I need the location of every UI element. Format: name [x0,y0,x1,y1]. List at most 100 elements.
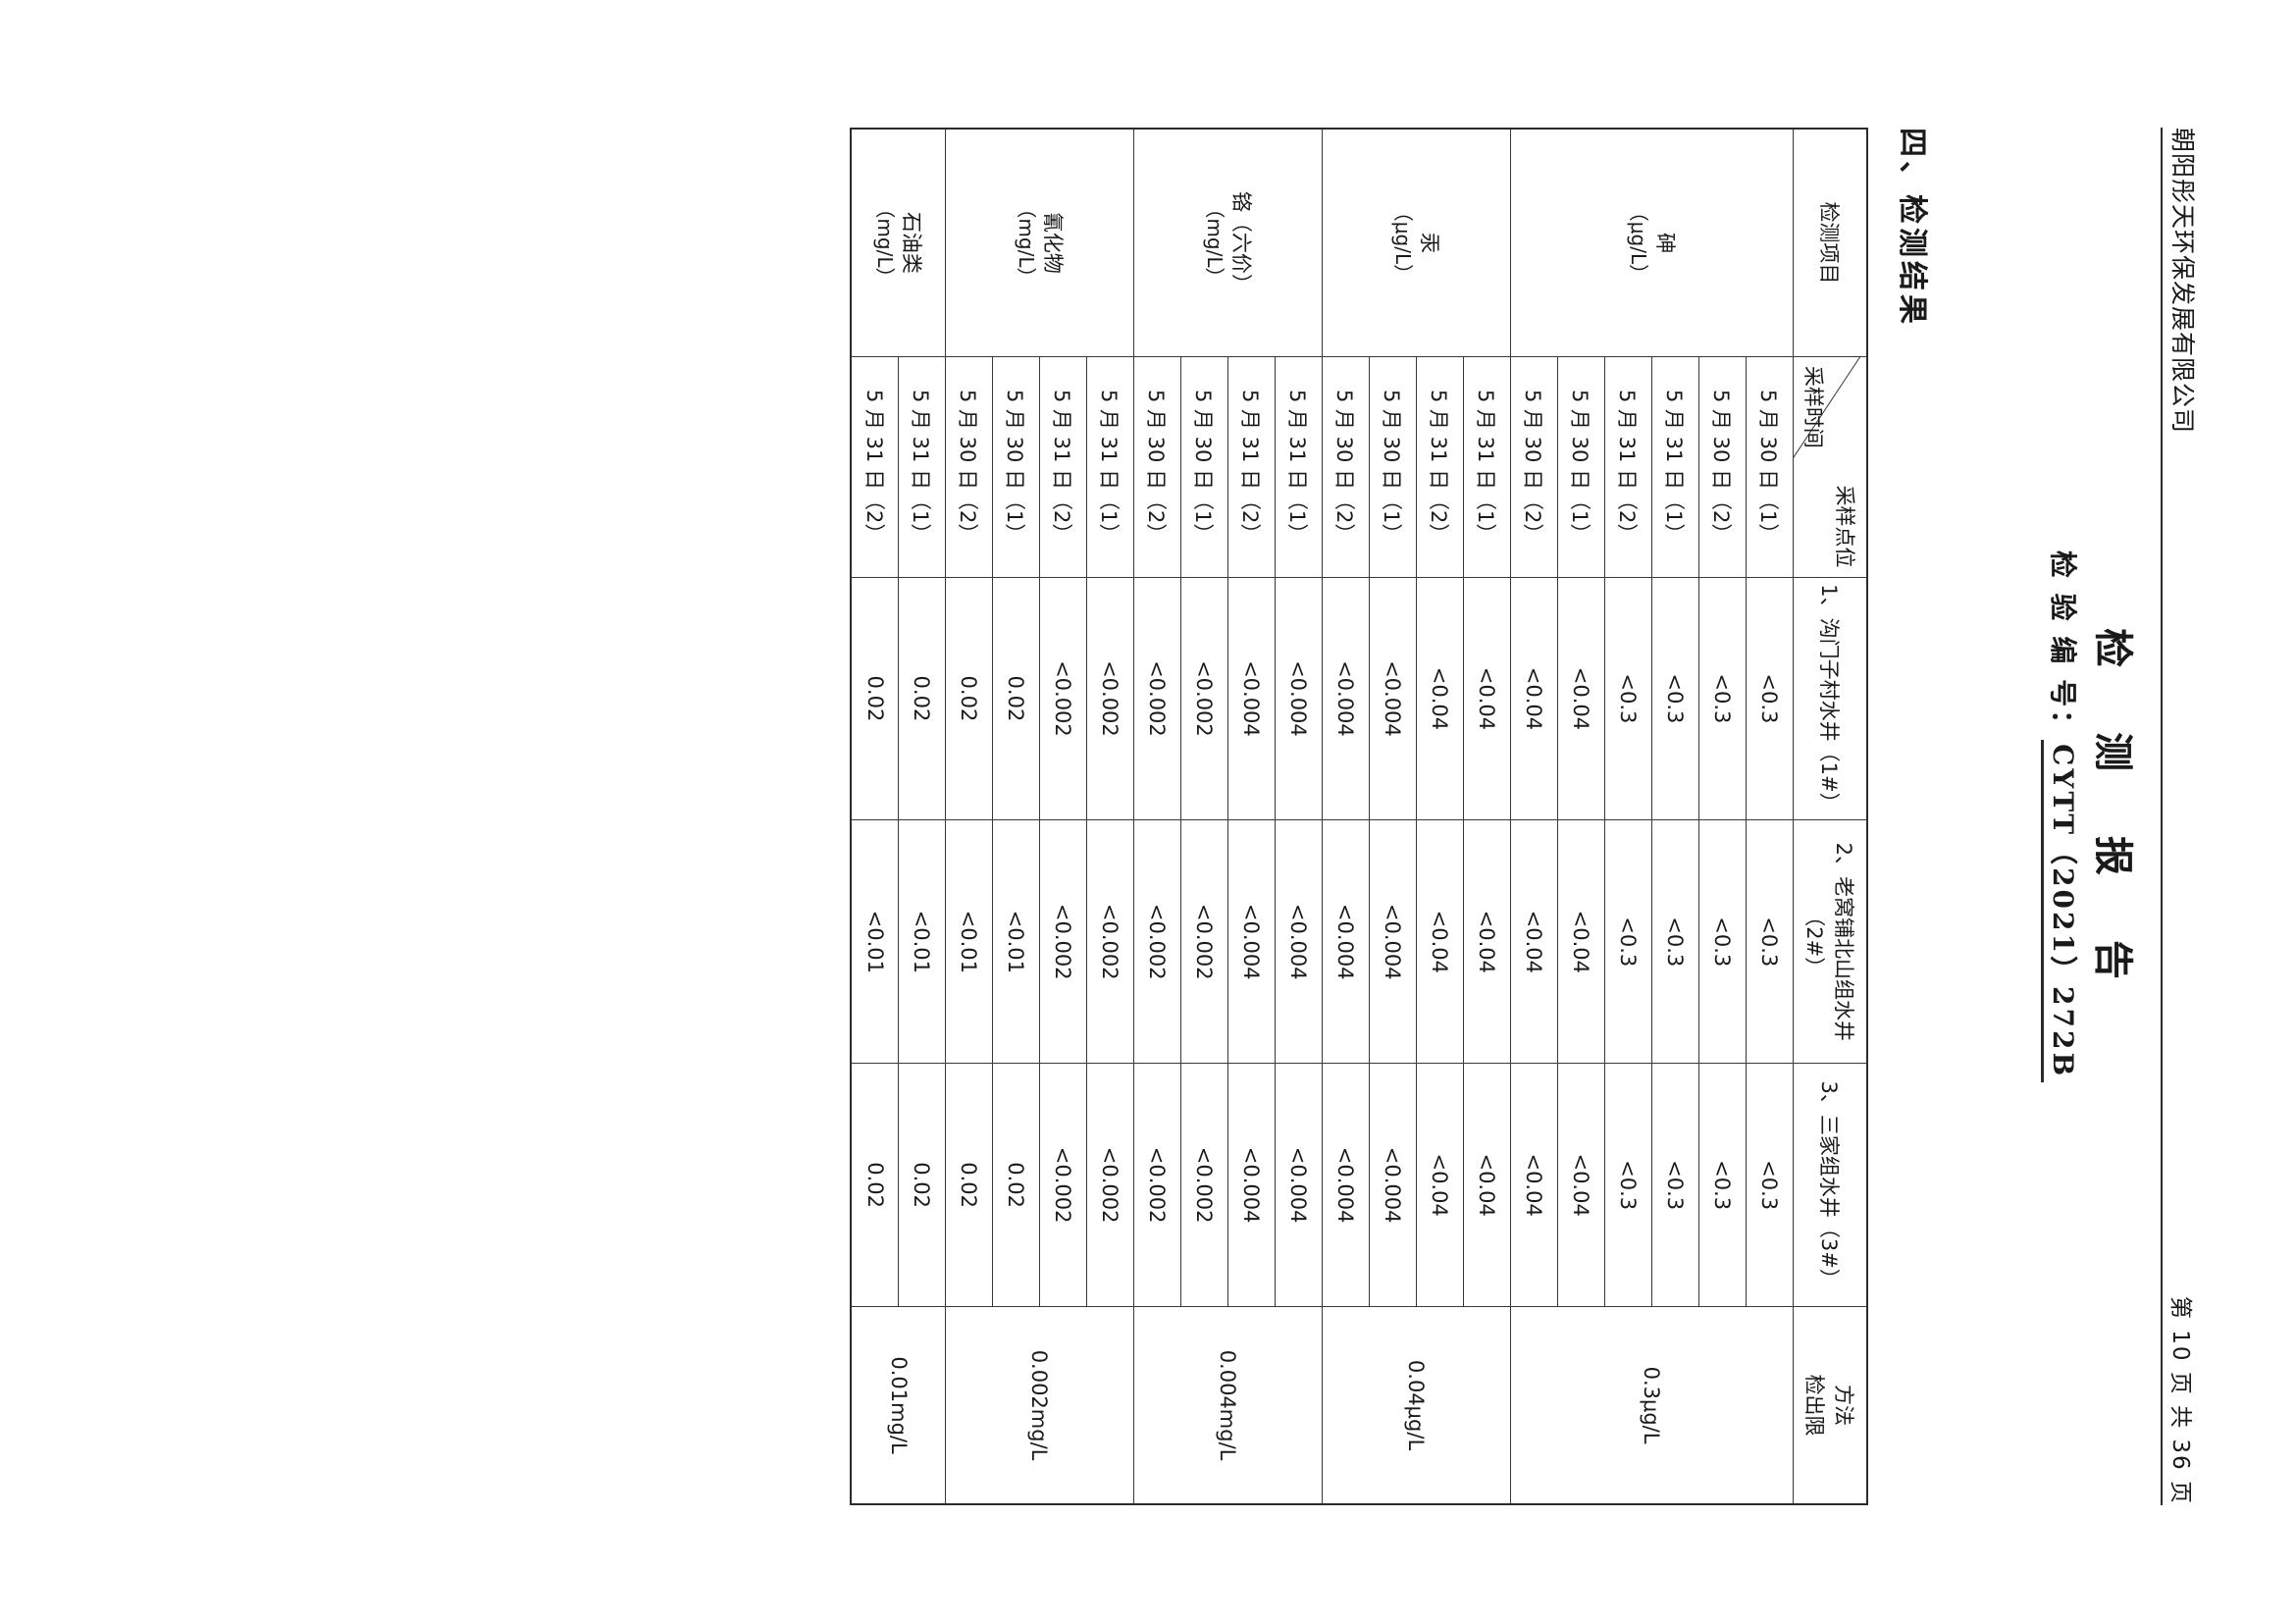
cell-value-point-3: <0.3 [1698,1063,1747,1307]
cell-sampling-time: 5 月 31 日（2） [1604,356,1652,577]
cell-sampling-time: 5 月 30 日（2） [1322,356,1370,577]
test-item-name: 铬（六价） [1229,190,1254,294]
cell-value-point-2: <0.04 [1416,819,1464,1064]
cell-value-point-2: <0.3 [1698,819,1747,1064]
detection-limit-label-line2: 检出限 [1802,1374,1826,1437]
cell-sampling-time: 5 月 31 日（2） [1039,356,1087,577]
cell-value-point-3: <0.04 [1510,1063,1558,1307]
detection-limit-label-line1: 方法 [1832,1385,1855,1427]
test-item-name: 石油类 [900,211,924,274]
results-table-body: 砷（μg/L） 5 月 30 日（1） <0.3 <0.3 <0.3 0.3μg/L 5 月… [851,129,1794,1504]
cell-value-point-3: <0.004 [1275,1063,1323,1307]
test-item-unit: （mg/L） [873,198,898,288]
results-table: 检测项目 采样点位 采样时间 1、沟门子村水井（1#） 2、老窝铺北山组水井（2… [850,128,1868,1505]
cell-value-point-3: <0.04 [1416,1063,1464,1307]
cell-value-point-2: <0.002 [1180,819,1228,1064]
cell-value-point-1: <0.002 [1133,577,1181,820]
cell-sampling-time: 5 月 30 日（1） [1180,356,1228,577]
cell-value-point-3: <0.004 [1322,1063,1370,1307]
report-number: 检 验 编 号：CYTT（2021）272B [2041,128,2084,1505]
column-header-corner: 采样点位 采样时间 [1793,356,1867,577]
cell-sampling-time: 5 月 31 日（1） [898,356,946,577]
cell-sampling-time: 5 月 31 日（1） [1463,356,1511,577]
cell-value-point-2: <0.004 [1322,819,1370,1064]
column-header-detection-limit: 方法 检出限 [1793,1306,1867,1504]
cell-value-point-1: <0.004 [1275,577,1323,820]
cell-sampling-time: 5 月 31 日（2） [1227,356,1276,577]
cell-value-point-1: <0.002 [1180,577,1228,820]
section-title: 四、检测结果 [1895,128,1929,328]
cell-value-point-1: <0.04 [1510,577,1558,820]
cell-detection-limit: 0.3μg/L [1510,1306,1794,1504]
cell-sampling-time: 5 月 30 日（2） [1698,356,1747,577]
report-number-value: CYTT（2021）272B [2041,740,2079,1083]
cell-sampling-time: 5 月 31 日（1） [1651,356,1699,577]
cell-sampling-time: 5 月 30 日（1） [1557,356,1605,577]
cell-value-point-3: <0.3 [1746,1063,1794,1307]
cell-test-item: 氰化物 （mg/L） [945,129,1134,357]
column-header-item: 检测项目 [1793,129,1867,357]
cell-detection-limit: 0.002mg/L [945,1306,1134,1504]
cell-value-point-3: 0.02 [945,1063,993,1307]
report-title: 检 测 报 告 [2090,628,2136,1005]
table-row: 汞（μg/L） 5 月 31 日（1） <0.04 <0.04 <0.04 0.04μg/… [1322,129,1511,1504]
cell-value-point-3: <0.002 [1086,1063,1134,1307]
cell-value-point-3: <0.002 [1180,1063,1228,1307]
column-header-point-2: 2、老窝铺北山组水井（2#） [1793,819,1867,1064]
cell-test-item: 石油类 （mg/L） [851,129,946,357]
cell-value-point-2: <0.01 [945,819,993,1064]
cell-sampling-time: 5 月 31 日（2） [1416,356,1464,577]
cell-value-point-3: <0.004 [1227,1063,1276,1307]
cell-value-point-1: <0.004 [1322,577,1370,820]
cell-value-point-3: <0.002 [1133,1063,1181,1307]
header-divider-rule [2161,128,2163,1505]
cell-value-point-2: <0.04 [1463,819,1511,1064]
test-item-name: 砷 [1653,232,1678,253]
cell-value-point-1: 0.02 [992,577,1040,820]
cell-value-point-1: <0.004 [1227,577,1276,820]
page-header: 朝阳彤天环保发展有限公司 第 10 页 共 36 页 检 测 报 告 检 验 编… [2041,128,2202,1505]
company-name: 朝阳彤天环保发展有限公司 [2168,128,2197,435]
cell-sampling-time: 5 月 31 日（2） [851,356,899,577]
cell-value-point-1: <0.3 [1746,577,1794,820]
report-number-label: 检 验 编 号： [2047,550,2079,741]
page-number: 第 10 页 共 36 页 [2167,1295,2193,1505]
cell-value-point-1: 0.02 [851,577,899,820]
cell-value-point-1: <0.3 [1604,577,1652,820]
cell-value-point-3: 0.02 [898,1063,946,1307]
cell-value-point-2: <0.01 [898,819,946,1064]
cell-detection-limit: 0.04μg/L [1322,1306,1511,1504]
column-header-point-3: 3、三家组水井（3#） [1793,1063,1867,1307]
cell-sampling-time: 5 月 30 日（2） [1510,356,1558,577]
table-row: 砷（μg/L） 5 月 30 日（1） <0.3 <0.3 <0.3 0.3μg/L [1510,129,1794,1504]
cell-value-point-1: <0.002 [1039,577,1087,820]
cell-value-point-1: <0.004 [1369,577,1417,820]
cell-value-point-3: <0.3 [1651,1063,1699,1307]
cell-value-point-3: <0.004 [1369,1063,1417,1307]
cell-value-point-3: <0.04 [1557,1063,1605,1307]
cell-sampling-time: 5 月 30 日（2） [1133,356,1181,577]
cell-value-point-2: <0.002 [1086,819,1134,1064]
test-item-unit: （mg/L） [1014,198,1038,288]
cell-value-point-3: <0.3 [1604,1063,1652,1307]
cell-detection-limit: 0.004mg/L [1133,1306,1323,1504]
test-item-unit: （mg/L） [1202,198,1226,288]
cell-value-point-3: 0.02 [992,1063,1040,1307]
cell-test-item: 砷（μg/L） [1510,129,1794,357]
cell-value-point-3: <0.002 [1039,1063,1087,1307]
table-row: 铬（六价） （mg/L） 5 月 31 日（1） <0.004 <0.004 <0.004… [1133,129,1323,1504]
cell-value-point-2: <0.004 [1227,819,1276,1064]
corner-sampling-time-label: 采样时间 [1801,365,1825,448]
cell-value-point-2: <0.3 [1604,819,1652,1064]
cell-value-point-2: <0.01 [992,819,1040,1064]
cell-value-point-1: <0.3 [1651,577,1699,820]
cell-detection-limit: 0.01mg/L [851,1306,946,1504]
cell-value-point-1: <0.04 [1463,577,1511,820]
cell-value-point-3: 0.02 [851,1063,899,1307]
test-item-unit: （μg/L） [1626,201,1650,285]
table-row: 石油类 （mg/L） 5 月 31 日（1） 0.02 <0.01 0.02 0.01mg/… [851,129,946,1504]
cell-value-point-1: 0.02 [898,577,946,820]
test-item-name: 氰化物 [1041,211,1066,274]
